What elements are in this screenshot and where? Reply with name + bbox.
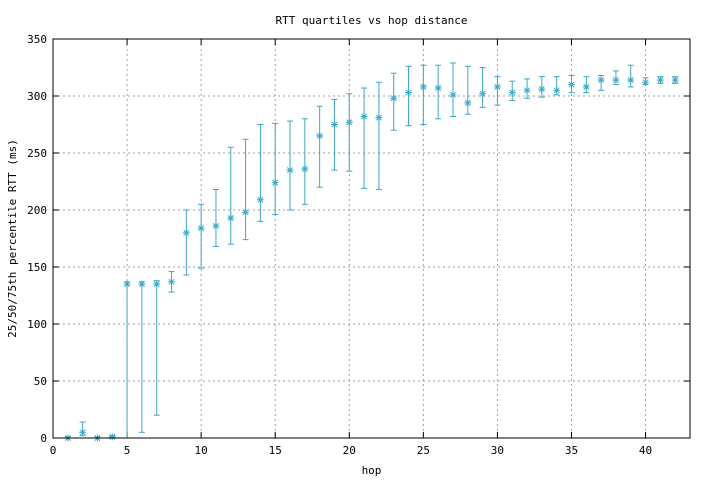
data-point <box>567 81 575 89</box>
x-tick-label: 15 <box>269 444 282 457</box>
data-point <box>345 118 353 126</box>
data-point <box>582 83 590 91</box>
data-point <box>627 76 635 84</box>
axis-ticks: 0 5 10 15 20 25 30 35 40 0 50 100 150 200 250 300 350 <box>27 33 690 457</box>
data-points <box>64 76 679 442</box>
data-point <box>508 89 516 97</box>
data-point <box>138 280 146 288</box>
data-point <box>538 85 546 93</box>
error-bar <box>257 124 264 222</box>
error-bar <box>494 76 501 106</box>
data-point <box>168 278 176 286</box>
x-tick-label: 35 <box>565 444 578 457</box>
error-bar <box>301 118 308 205</box>
data-point <box>612 76 620 84</box>
x-tick-label: 10 <box>195 444 208 457</box>
x-tick-label: 20 <box>343 444 356 457</box>
error-bar <box>183 209 190 276</box>
data-point <box>419 83 427 91</box>
error-bars <box>64 62 679 439</box>
data-point <box>642 78 650 86</box>
data-point <box>330 121 338 128</box>
error-bar <box>627 64 634 88</box>
error-bar <box>361 87 368 189</box>
data-point <box>464 99 472 107</box>
error-bar <box>212 188 219 247</box>
error-bar <box>331 98 338 171</box>
y-tick-label: 0 <box>40 432 47 445</box>
data-point <box>286 166 294 174</box>
data-point <box>390 94 398 102</box>
error-bar <box>153 280 160 416</box>
data-point <box>242 208 250 216</box>
error-bar <box>479 67 486 108</box>
data-point <box>493 83 501 91</box>
data-point <box>256 196 264 204</box>
chart-title: RTT quartiles vs hop distance <box>275 14 467 27</box>
data-point <box>405 89 413 97</box>
data-point <box>79 428 87 436</box>
data-point <box>449 91 457 99</box>
data-point <box>597 76 605 84</box>
grid-layer <box>53 39 690 438</box>
error-bar <box>124 281 131 439</box>
x-axis-label: hop <box>362 464 382 477</box>
error-bar <box>420 64 427 125</box>
error-bar <box>316 105 323 188</box>
y-tick-label: 350 <box>27 33 47 46</box>
error-bar <box>138 281 145 433</box>
y-tick-label: 100 <box>27 318 47 331</box>
error-bar <box>346 93 353 172</box>
data-point <box>271 179 279 187</box>
data-point <box>301 165 309 173</box>
y-tick-label: 200 <box>27 204 47 217</box>
error-bar <box>272 122 279 216</box>
data-point <box>434 84 442 92</box>
data-point <box>553 86 561 94</box>
y-tick-label: 50 <box>34 375 47 388</box>
error-bar <box>449 62 456 118</box>
data-point <box>656 76 664 84</box>
y-axis-label: 25/50/75th percentile RTT (ms) <box>6 139 19 338</box>
data-point <box>671 76 679 84</box>
data-point <box>153 280 161 288</box>
y-tick-label: 250 <box>27 147 47 160</box>
error-bar <box>375 81 382 190</box>
data-point <box>479 90 487 98</box>
error-bar <box>198 203 205 269</box>
error-bar <box>287 120 294 211</box>
data-point <box>360 113 368 121</box>
y-tick-label: 150 <box>27 261 47 274</box>
x-tick-label: 0 <box>50 444 57 457</box>
data-point <box>197 224 205 232</box>
data-point <box>375 114 383 122</box>
data-point <box>316 132 324 140</box>
error-bar <box>227 146 234 245</box>
data-point <box>182 229 190 237</box>
x-tick-label: 40 <box>639 444 652 457</box>
error-bar <box>435 64 442 120</box>
data-point <box>108 433 116 441</box>
data-point <box>123 280 131 288</box>
x-tick-label: 25 <box>417 444 430 457</box>
x-tick-label: 5 <box>124 444 131 457</box>
error-bar <box>242 138 249 241</box>
data-point <box>227 214 235 222</box>
data-point <box>212 222 220 230</box>
x-tick-label: 30 <box>491 444 504 457</box>
data-point <box>523 86 531 94</box>
plot-frame <box>52 38 691 439</box>
y-tick-label: 300 <box>27 90 47 103</box>
error-bar <box>464 65 471 115</box>
